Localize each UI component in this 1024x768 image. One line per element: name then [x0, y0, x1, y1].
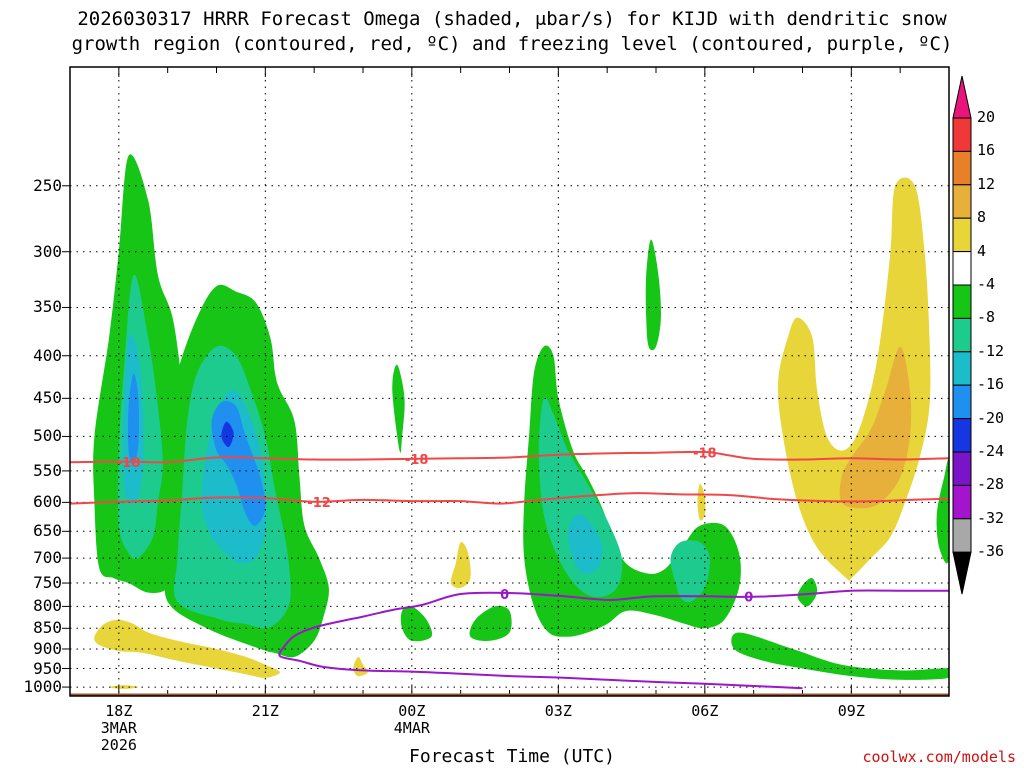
y-tick-label: 550 [33, 460, 62, 480]
omega-shaded-region [109, 685, 139, 689]
y-tick-label: 250 [33, 175, 62, 195]
y-tick-label: 600 [33, 492, 62, 512]
colorbar-label: 4 [977, 241, 987, 260]
ground-terrain [70, 693, 949, 696]
x-tick-label: 03Z [518, 703, 598, 720]
colorbar-bottom-triangle [952, 551, 972, 595]
omega-shaded-region [567, 514, 603, 574]
x-tick-label-line: 2026 [100, 736, 137, 754]
omega-shaded-region [450, 541, 471, 589]
y-tick-label: 350 [33, 297, 62, 317]
colorbar-label: -8 [977, 308, 996, 327]
x-tick-label-line: 06Z [691, 702, 719, 720]
y-tick-label: 850 [33, 618, 62, 638]
y-tick-label: 650 [33, 521, 62, 541]
y-tick-label: 450 [33, 388, 62, 408]
plot-frame [69, 66, 950, 697]
omega-shaded-region [839, 346, 912, 509]
x-tick-label-line: 4MAR [393, 719, 430, 737]
contour-label: 0 [744, 590, 753, 605]
y-tick-label: 700 [33, 548, 62, 568]
colorbar-label: -32 [977, 508, 1005, 527]
x-axis-title: Forecast Time (UTC) [409, 746, 615, 767]
colorbar-label: 12 [977, 174, 996, 193]
x-tick-label: 09Z [811, 703, 891, 720]
colorbar-label: 16 [977, 141, 996, 160]
omega-shaded-region [645, 239, 661, 351]
colorbar-segment [952, 217, 972, 253]
contour-label: -12 [307, 496, 331, 511]
x-tick-label-line: 09Z [837, 702, 865, 720]
contour-line [70, 492, 949, 505]
y-tick-label: 750 [33, 573, 62, 593]
x-tick-label: 06Z [665, 703, 745, 720]
y-tick-label: 300 [33, 241, 62, 261]
contour-line [70, 450, 949, 464]
contour-label: -18 [405, 453, 429, 468]
x-tick-label-line: 18Z [105, 702, 133, 720]
colorbar-segment [952, 251, 972, 286]
colorbar-segment [952, 451, 972, 486]
colorbar-segment [952, 484, 972, 520]
omega-shaded-region [128, 373, 139, 465]
omega-shaded-region [731, 632, 949, 680]
colorbar-segment [952, 384, 972, 420]
colorbar-top-triangle [952, 75, 972, 119]
colorbar-segment [952, 418, 972, 453]
omega-shaded-region [400, 605, 433, 642]
colorbar-label: 20 [977, 108, 996, 126]
omega-shaded-region [392, 364, 405, 453]
omega-shaded-region [797, 578, 818, 607]
omega-shaded-region [670, 540, 710, 603]
colorbar-label: -4 [977, 275, 996, 293]
x-tick-label-line: 03Z [544, 702, 572, 720]
y-tick-label: 800 [33, 596, 62, 616]
y-tick-label: 400 [33, 345, 62, 365]
x-tick-label: 21Z [225, 703, 305, 720]
chart-title-line-1: 2026030317 HRRR Forecast Omega (shaded, … [77, 8, 947, 30]
credit-link[interactable]: coolwx.com/models [862, 748, 1016, 766]
omega-shaded-region [469, 605, 512, 641]
y-tick-label: 900 [33, 638, 62, 658]
colorbar-label: -28 [977, 475, 1005, 494]
chart-title-line-2: growth region (contoured, red, ºC) and f… [71, 33, 953, 55]
contour-label: 0 [500, 588, 509, 603]
contour-line [278, 589, 949, 690]
colorbar-label: -16 [977, 375, 1005, 394]
y-tick-label: 500 [33, 426, 62, 446]
x-tick-label: 00Z 4MAR [372, 703, 452, 737]
x-tick-label: 18Z 3MAR 2026 [79, 703, 159, 754]
contour-label: -18 [117, 456, 141, 471]
colorbar-segment [952, 518, 972, 553]
colorbar-segment [952, 184, 972, 219]
colorbar-segment [952, 284, 972, 319]
colorbar-segment [952, 317, 972, 353]
colorbar-segment [952, 117, 972, 152]
colorbar-label: -20 [977, 408, 1005, 427]
x-tick-label-line: 00Z [398, 702, 426, 720]
colorbar-label: 8 [977, 208, 987, 227]
y-tick-label: 1000 [23, 677, 62, 697]
colorbar-label: -24 [977, 442, 1005, 460]
contour-label: -18 [693, 447, 717, 462]
colorbar-segment [952, 351, 972, 386]
colorbar-label: -12 [977, 341, 1005, 360]
x-tick-label-line: 21Z [251, 702, 279, 720]
y-tick-label: 950 [33, 658, 62, 678]
omega-shaded-region [221, 421, 234, 448]
colorbar-segment [952, 150, 972, 186]
x-tick-label-line: 3MAR [100, 719, 137, 737]
omega-shaded-region [936, 459, 949, 564]
colorbar-label: -36 [977, 542, 1005, 561]
